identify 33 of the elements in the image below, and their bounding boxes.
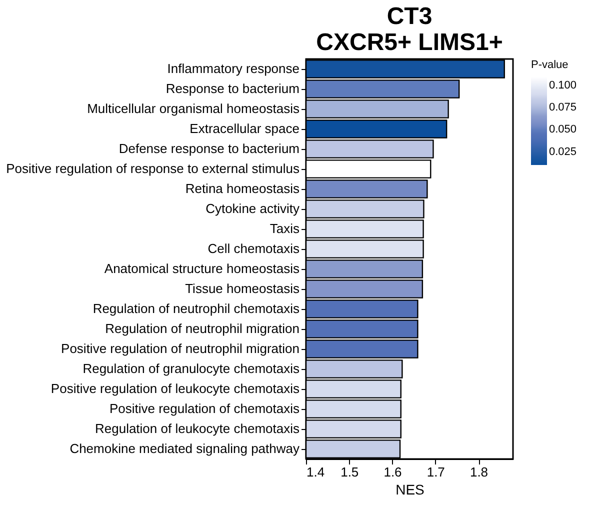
y-tick-label: Positive regulation of response to external stimulus — [6, 161, 300, 176]
x-tick-label: 1.8 — [470, 464, 488, 480]
y-tick-label: Tissue homeostasis — [185, 281, 300, 296]
x-tick-label: 1.4 — [306, 464, 325, 480]
y-tick-label: Anatomical structure homeostasis — [104, 261, 300, 276]
y-tick-label: Positive regulation of leukocyte chemotaxis — [50, 381, 300, 396]
y-tick-label: Regulation of neutrophil chemotaxis — [92, 301, 300, 316]
y-tick-label: Positive regulation of chemotaxis — [109, 401, 300, 416]
y-tick-label: Chemokine mediated signaling pathway — [70, 441, 300, 456]
color-bar-label: 0.025 — [549, 146, 577, 158]
color-bar-label: 0.075 — [549, 102, 577, 114]
y-tick-label: Extracellular space — [190, 121, 300, 136]
chart-title: CT3 — [386, 3, 432, 30]
y-tick-label: Regulation of granulocyte chemotaxis — [82, 361, 300, 376]
y-tick-label: Taxis — [270, 221, 300, 236]
y-tick-label: Cytokine activity — [206, 201, 300, 216]
y-tick-label: Multicellular organismal homeostasis — [87, 101, 300, 116]
color-bar-label: 0.050 — [549, 124, 577, 136]
x-tick-label: 1.5 — [340, 464, 359, 480]
y-tick-label: Response to bacterium — [166, 81, 300, 96]
x-tick-label: 1.7 — [426, 464, 445, 480]
y-tick-label: Inflammatory response — [167, 61, 300, 76]
y-tick-label: Regulation of leukocyte chemotaxis — [94, 421, 300, 436]
chart-subtitle: CXCR5+ LIMS1+ — [316, 29, 503, 56]
legend-title: P-value — [531, 59, 568, 71]
x-axis-title: NES — [396, 482, 424, 498]
y-tick-label: Defense response to bacterium — [118, 141, 300, 156]
y-tick-label: Cell chemotaxis — [208, 241, 300, 256]
x-tick-label: 1.6 — [384, 464, 402, 480]
y-tick-label: Positive regulation of neutrophil migration — [61, 341, 300, 356]
color-bar-label: 0.100 — [549, 80, 577, 92]
y-tick-label: Regulation of neutrophil migration — [105, 321, 300, 336]
y-tick-label: Retina homeostasis — [185, 181, 300, 196]
